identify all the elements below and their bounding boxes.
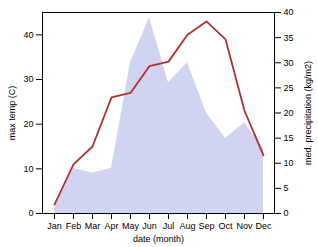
svg-text:40: 40 bbox=[284, 7, 294, 17]
svg-text:Sep: Sep bbox=[198, 221, 214, 231]
svg-text:Oct: Oct bbox=[218, 221, 233, 231]
svg-text:25: 25 bbox=[284, 83, 294, 93]
svg-text:Jun: Jun bbox=[142, 221, 157, 231]
svg-text:15: 15 bbox=[284, 133, 294, 143]
svg-text:med. precipitation (kg/m2): med. precipitation (kg/m2) bbox=[303, 61, 313, 165]
svg-text:0: 0 bbox=[284, 208, 289, 218]
svg-text:Mar: Mar bbox=[85, 221, 101, 231]
svg-text:date (month): date (month) bbox=[133, 234, 184, 244]
svg-text:30: 30 bbox=[284, 58, 294, 68]
svg-text:5: 5 bbox=[284, 183, 289, 193]
svg-text:Jul: Jul bbox=[163, 221, 175, 231]
svg-text:10: 10 bbox=[284, 158, 294, 168]
svg-text:Jan: Jan bbox=[47, 221, 62, 231]
svg-text:10: 10 bbox=[23, 164, 33, 174]
svg-text:35: 35 bbox=[284, 33, 294, 43]
svg-text:0: 0 bbox=[28, 208, 33, 218]
svg-text:40: 40 bbox=[23, 30, 33, 40]
svg-text:Nov: Nov bbox=[236, 221, 253, 231]
svg-text:Apr: Apr bbox=[104, 221, 118, 231]
svg-text:May: May bbox=[122, 221, 140, 231]
svg-text:Dec: Dec bbox=[255, 221, 272, 231]
svg-text:Aug: Aug bbox=[179, 221, 195, 231]
svg-text:Feb: Feb bbox=[66, 221, 82, 231]
svg-text:20: 20 bbox=[284, 108, 294, 118]
svg-text:30: 30 bbox=[23, 74, 33, 84]
svg-text:max temp (C): max temp (C) bbox=[7, 86, 17, 141]
svg-text:20: 20 bbox=[23, 119, 33, 129]
